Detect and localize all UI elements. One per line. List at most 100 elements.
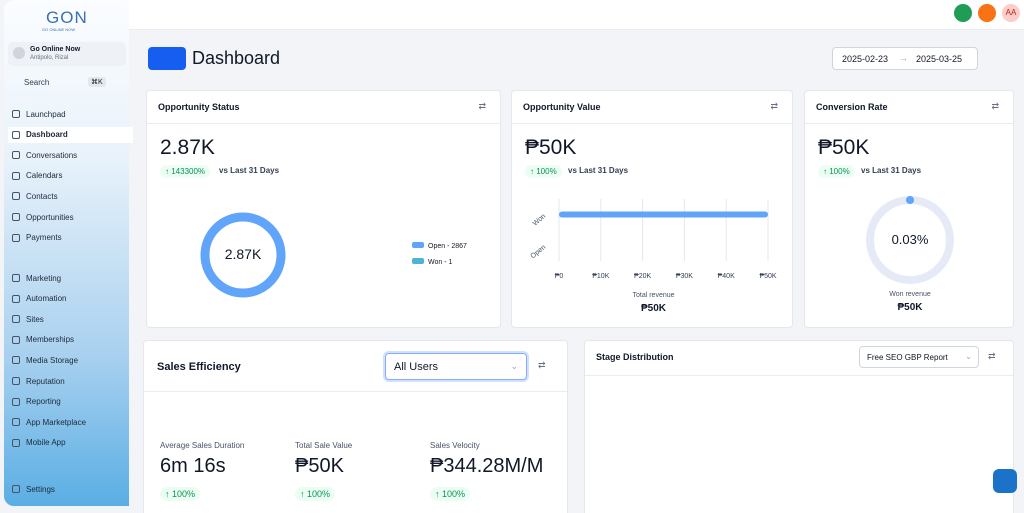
topbar: AA — [129, 0, 1024, 30]
date-to: 2025-03-25 — [916, 54, 963, 64]
period: vs Last 31 Days — [861, 166, 922, 175]
account-switcher[interactable]: Go Online Now Antipolo, Rizal — [8, 42, 126, 66]
opportunity-status-card: Opportunity Status ⇄ 2.87K ↑ 143300% vs … — [146, 90, 501, 328]
nav-item[interactable]: Contacts — [12, 188, 128, 204]
metric-label: Total Sale Value — [295, 441, 353, 450]
nav-item[interactable]: Payments — [12, 230, 128, 246]
nav-icon — [12, 397, 20, 406]
x-tick-label: ₱40K — [718, 273, 735, 280]
card-title: Opportunity Value — [523, 102, 601, 112]
avatar[interactable]: AA — [1002, 4, 1020, 22]
x-tick-label: ₱10K — [592, 273, 609, 280]
nav-icon — [12, 377, 20, 385]
x-tick-label: ₱50K — [759, 273, 776, 280]
account-name: Go Online Now — [30, 46, 81, 53]
nav-item[interactable]: Reputation — [12, 373, 128, 389]
nav-label: Launchpad — [26, 109, 66, 119]
nav-label: Sites — [26, 314, 44, 324]
nav-label: Dashboard — [26, 130, 68, 140]
bar-chart: ₱0 ₱10K ₱20K ₱30K ₱40K ₱50K Won Open Total reven… — [530, 199, 777, 314]
nav-label: Reporting — [26, 397, 61, 407]
filter-value: All Users — [394, 361, 439, 373]
x-tick-label: ₱0 — [555, 273, 564, 280]
sidebar: GON GO ONLINE NOW Go Online Now Antipolo… — [4, 0, 133, 506]
filter-value: Free SEO GBP Report — [867, 353, 948, 362]
user-filter[interactable]: All Users ⌄ — [385, 353, 527, 380]
gauge: 0.03% — [866, 196, 954, 284]
nav-item[interactable]: Dashboard — [8, 126, 133, 143]
account-location: Antipolo, Rizal — [30, 55, 69, 61]
nav-item[interactable]: Sites — [12, 311, 128, 327]
change-badge: ↑ 100% — [160, 487, 201, 501]
x-tick-label: ₱30K — [676, 273, 693, 280]
nav-icon — [12, 110, 20, 118]
nav-label: Settings — [26, 484, 55, 494]
sales-efficiency-card: Sales Efficiency All Users ⌄ ⇄ Average Sa… — [143, 340, 568, 513]
change-badge: ↑ 100% — [818, 165, 855, 178]
brand-sub: GO ONLINE NOW — [42, 27, 76, 32]
change-badge: ↑ 100% — [295, 487, 336, 501]
nav-item[interactable]: Mobile App — [12, 435, 128, 451]
nav-item[interactable]: Reporting — [12, 394, 128, 410]
legend-label: Won - 1 — [428, 259, 453, 266]
search[interactable]: Search ⌘K — [8, 74, 108, 90]
x-axis-label: Total revenue — [632, 292, 674, 299]
report-filter[interactable]: Free SEO GBP Report ⌄ — [859, 346, 979, 368]
nav-item[interactable]: Media Storage — [12, 352, 128, 368]
nav-item[interactable]: App Marketplace — [12, 414, 128, 430]
nav-label: Opportunities — [26, 212, 74, 222]
nav-item[interactable]: Launchpad — [12, 106, 128, 122]
nav-label: Calendars — [26, 171, 63, 181]
nav-icon — [12, 274, 20, 282]
nav-icon — [12, 315, 20, 324]
nav-item[interactable]: Settings — [12, 481, 128, 497]
total: ₱50K — [897, 302, 923, 313]
y-tick-label: Won — [532, 213, 548, 228]
nav-item[interactable]: Conversations — [12, 147, 128, 163]
nav-label: Memberships — [26, 335, 75, 345]
nav-icon — [12, 335, 20, 344]
nav-icon — [12, 192, 20, 201]
metric-value: ₱50K — [295, 455, 344, 477]
change-badge: ↑ 100% — [430, 487, 471, 501]
x-tick-label: ₱20K — [634, 273, 651, 280]
nav-icon — [12, 438, 20, 447]
date-range[interactable]: 2025-02-23 → 2025-03-25 — [832, 47, 978, 70]
legend-item: Open - 2867 — [412, 242, 467, 250]
metric-label: Average Sales Duration — [160, 441, 245, 450]
conversion-rate-card: Conversion Rate ⇄ ₱50K ↑ 100% vs Last 31… — [804, 90, 1014, 328]
bar — [559, 211, 768, 218]
nav-label: Payments — [26, 233, 62, 243]
call-button[interactable] — [954, 4, 972, 22]
nav-item[interactable]: Automation — [12, 291, 128, 307]
metric-label: Sales Velocity — [430, 441, 480, 450]
card-title: Opportunity Status — [158, 102, 240, 112]
nav-icon — [12, 130, 20, 139]
nav-icon — [12, 356, 20, 365]
notifications[interactable] — [978, 4, 996, 22]
nav-label: Reputation — [26, 376, 65, 386]
metric-value: ₱50K — [818, 136, 870, 159]
metric-value: ₱344.28M/M — [430, 455, 544, 477]
legend-label: Open - 2867 — [428, 243, 467, 250]
donut: 2.87K — [200, 212, 286, 298]
card-title: Stage Distribution — [596, 352, 674, 362]
nav-item[interactable]: Opportunities — [12, 209, 128, 225]
nav-label: Marketing — [26, 273, 62, 283]
nav-label: App Marketplace — [26, 417, 87, 427]
caption: Won revenue — [889, 291, 931, 298]
search-shortcut: ⌘K — [88, 77, 106, 87]
layout-button[interactable] — [148, 47, 186, 70]
nav-icon — [12, 213, 20, 221]
nav-icon — [12, 418, 20, 427]
metric-value: 2.87K — [160, 136, 215, 159]
gauge-label: 0.03% — [892, 232, 929, 247]
nav-icon — [12, 233, 20, 242]
nav-item[interactable]: Calendars — [12, 168, 128, 184]
nav-item[interactable]: Memberships — [12, 332, 128, 348]
legend-item: Won - 1 — [412, 258, 452, 266]
nav-icon — [12, 171, 20, 180]
help-button[interactable] — [993, 469, 1017, 493]
nav-item[interactable]: Marketing — [12, 270, 128, 286]
